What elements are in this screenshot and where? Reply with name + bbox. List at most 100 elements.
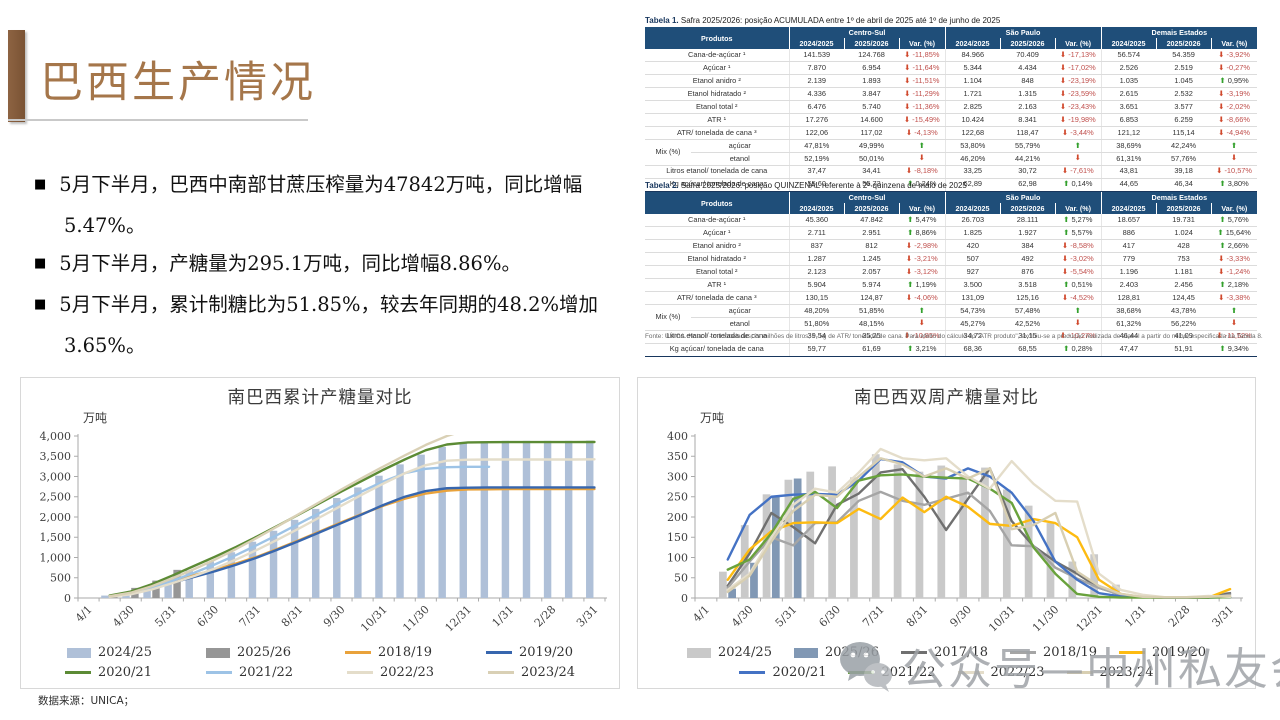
down-arrow-icon: ⬇ [904,62,911,72]
legend-item: 2022/23 [347,665,434,680]
value-cell: 41,09 [1156,330,1212,344]
value-cell: 118,47 [1000,126,1056,140]
sub-header: 2025/2026 [1155,38,1212,50]
variation-value: 9,34% [1225,344,1249,354]
legend-label: 2022/23 [990,665,1045,680]
up-arrow-icon: ⬆ [1063,214,1070,224]
variation-value: -10,57% [1222,166,1252,176]
group-header: Centro-Sul [788,27,946,39]
variation-cell: ⬆ 3,21% [899,343,946,357]
svg-text:0: 0 [64,592,71,605]
svg-text:5/31: 5/31 [773,603,800,630]
value-cell: 117,02 [844,126,900,140]
variation-value: -3,21% [912,253,938,263]
row-label: Etanol anidro ² [645,239,790,254]
legend-line-swatch [486,651,513,654]
legend-item: 2017/18 [900,645,988,660]
table-wrap-2: Tabela 2. Safra 2025/2026: posição QUINZ… [645,181,1258,357]
table-row: etanol 51,80% 48,15% ⬇ 45,27% 42,52% ⬇ 61,32% 56… [645,317,1258,331]
svg-text:300: 300 [667,470,688,483]
value-cell: 18.657 [1100,214,1157,228]
down-arrow-icon: ⬇ [1061,253,1069,263]
value-cell: 3.500 [944,278,1001,293]
variation-cell: ⬇ -8,58% [1055,239,1102,254]
svg-text:8/31: 8/31 [279,603,306,630]
value-cell: 3.651 [1100,100,1157,115]
value-cell: 1.196 [1100,265,1157,280]
value-cell: 6.853 [1100,113,1157,128]
value-cell: 38,68% [1100,304,1157,318]
legend-item: 2018/19 [345,645,432,660]
variation-cell: ⬇ -4,94% [1211,126,1258,140]
table-row: Etanol anidro ² 2.139 1.893 ⬇ -11,51% 1.104 8… [645,74,1258,89]
up-arrow-icon: ⬆ [1219,214,1226,224]
svg-text:50: 50 [674,572,688,585]
row-label-mix: Mix (%) [645,139,691,166]
line-series-2017-18 [726,467,1232,599]
variation-value: -3,33% [1224,253,1250,263]
variation-value: -3,19% [1224,88,1250,98]
down-arrow-icon: ⬇ [1218,266,1225,276]
chart-biweekly-sugar: 南巴西双周产糖量对比 万吨 0 50 100 150 200 250 300 350 400 4/1 4… [637,377,1256,689]
line-series-2020-21 [726,457,1232,599]
legend-label: 2019/20 [519,645,574,660]
variation-value: -2,98% [912,240,938,250]
group-header: Demais Estados [1100,27,1258,39]
sub-header: 2025/2026 [999,38,1056,50]
sub-header: Var. (%) [898,203,946,215]
variation-cell: ⬆ 0,14% [1055,178,1102,192]
up-arrow-icon: ⬆ [1219,344,1226,354]
down-arrow-icon: ⬇ [1059,75,1067,85]
value-cell: 34,41 [844,165,900,179]
variation-value: -8,58% [1068,240,1094,250]
row-label: ATR/ tonelada de cana ³ [645,126,790,140]
value-cell: 753 [1156,252,1212,267]
bar-series-2025-26 [728,478,802,598]
value-cell: 1.721 [944,87,1001,102]
line-series-2019-20 [726,495,1232,599]
value-cell: 4.336 [788,87,845,102]
variation-cell: ⬆ 0,28% [1055,343,1102,357]
variation-cell: ⬇ -11,52% [1211,330,1258,344]
svg-text:12/31: 12/31 [442,603,474,635]
value-cell: 42,24% [1156,139,1212,153]
value-cell: 2.403 [1100,278,1157,293]
chart-title: 南巴西双周产糖量对比 [854,388,1039,408]
value-cell: 2.951 [844,226,900,241]
value-cell: 131,09 [944,291,1001,305]
legend-line-swatch [347,671,373,674]
variation-value: -11,52% [1222,331,1252,341]
value-cell: 384 [1000,239,1056,254]
value-cell: 55,60 [788,178,845,192]
variation-value: -11,29% [910,88,940,98]
svg-text:400: 400 [667,430,688,443]
variation-cell: ⬇ -8,18% [899,165,946,179]
up-arrow-icon: ⬆ [1063,179,1070,189]
variation-value: -19,98% [1066,114,1096,124]
variation-value: 15,64% [1223,227,1251,237]
variation-value: 0,28% [1069,344,1093,354]
value-cell: 62,89 [944,178,1001,192]
sub-header: Var. (%) [1210,38,1258,50]
up-arrow-icon: ⬆ [1063,344,1070,354]
svg-text:9/30: 9/30 [947,603,974,630]
variation-cell: ⬆ 8,86% [899,226,946,241]
watermark: 公众号—中州私友会 [836,633,1280,697]
row-label: Etanol anidro ² [645,74,790,89]
data-source-note: 数据来源：UNICA； [38,695,135,707]
row-label: Cana-de-açúcar ¹ [645,49,790,63]
table-row: Cana-de-açúcar ¹ 45.360 47.842 ⬆ 5,47% 26.70… [645,214,1258,228]
value-cell: 70.409 [1000,49,1056,63]
variation-cell: ⬆ 5,76% [1211,214,1258,228]
down-arrow-icon: ⬇ [905,240,913,250]
svg-text:10/31: 10/31 [986,603,1018,635]
svg-text:4/30: 4/30 [729,603,756,630]
legend-line-swatch [64,671,91,674]
table-row: Etanol anidro ² 837 812 ⬇ -2,98% 420 384 ⬇ -8,… [645,239,1258,254]
value-cell: 2.139 [788,74,845,89]
line-series-2018-19 [726,490,1232,599]
variation-value: 0,14% [1069,179,1093,189]
value-cell: 55,79% [1000,139,1056,153]
value-cell: 779 [1100,252,1157,267]
sub-header: 2025/2026 [1155,203,1212,215]
